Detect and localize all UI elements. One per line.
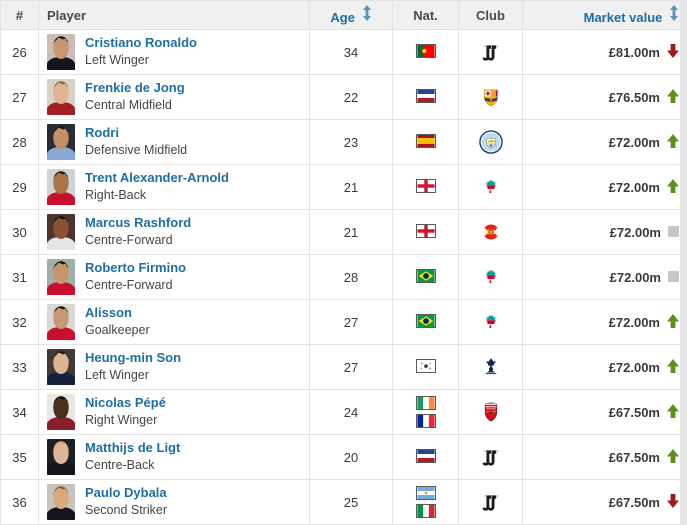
- svg-text:Arsenal: Arsenal: [484, 406, 495, 410]
- svg-text:JUVENTUS: JUVENTUS: [483, 494, 498, 498]
- svg-text:JUVENTUS: JUVENTUS: [483, 449, 498, 453]
- svg-text:JUVENTUS: JUVENTUS: [483, 44, 498, 48]
